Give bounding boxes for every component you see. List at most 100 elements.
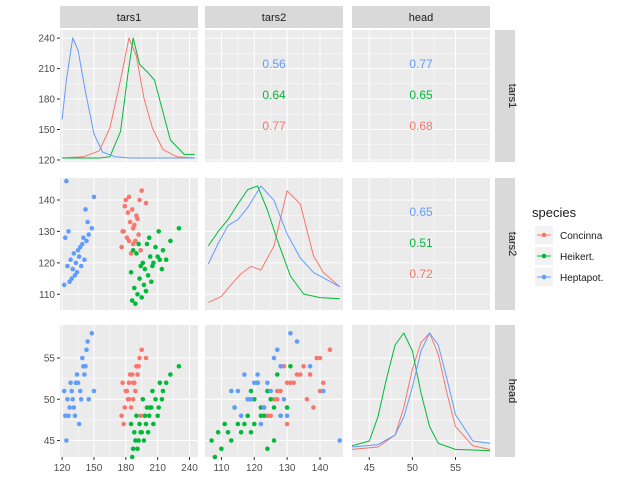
point-Heikert: [222, 421, 227, 427]
point-Heptapot: [70, 266, 75, 272]
point-Concinna: [143, 200, 149, 206]
point-Heikert: [156, 229, 161, 234]
point-Heikert: [142, 413, 148, 419]
point-Concinna: [128, 405, 134, 410]
point-Concinna: [126, 194, 132, 200]
point-Heptapot: [261, 405, 267, 410]
y-tick-label: 140: [38, 196, 55, 207]
point-Heikert: [215, 430, 221, 435]
y-tick-label: 240: [38, 34, 55, 45]
point-Heikert: [242, 421, 247, 427]
point-Heikert: [135, 292, 140, 297]
point-Concinna: [129, 207, 135, 212]
point-Heptapot: [235, 388, 241, 394]
point-Heptapot: [85, 339, 90, 344]
point-Heikert: [140, 397, 146, 402]
point-Heikert: [133, 438, 138, 443]
point-Heikert: [268, 397, 274, 402]
point-Heikert: [238, 430, 244, 435]
row-strip-label-head: head: [506, 379, 518, 403]
point-Concinna: [268, 413, 274, 419]
point-Concinna: [127, 219, 133, 225]
point-Heptapot: [288, 331, 293, 336]
point-Heptapot: [68, 380, 73, 386]
point-Heikert: [252, 397, 257, 402]
point-Heptapot: [89, 331, 95, 336]
point-Heptapot: [281, 397, 287, 402]
x-tick-label: 120: [246, 463, 263, 474]
y-tick-label: 50: [44, 395, 56, 406]
point-Concinna: [265, 413, 270, 419]
legend-key-point: [541, 274, 547, 280]
point-Heikert: [153, 244, 158, 250]
x-tick-label: 140: [312, 463, 329, 474]
point-Heptapot: [61, 388, 67, 394]
point-Heptapot: [78, 263, 84, 269]
point-Heikert: [129, 454, 135, 460]
panel-tars1-tars2: 0.56 0.64 0.77: [205, 30, 343, 162]
point-Concinna: [133, 388, 138, 394]
point-Heikert: [284, 405, 290, 410]
point-Heptapot: [275, 347, 280, 353]
point-Heptapot: [66, 229, 71, 234]
correlation-Concinna: 0.68: [409, 119, 433, 133]
point-Heptapot: [82, 257, 87, 263]
point-Heptapot: [77, 388, 83, 394]
y-tick-label: 120: [38, 155, 55, 166]
point-Heptapot: [65, 263, 70, 269]
point-Concinna: [284, 380, 290, 386]
point-Heikert: [261, 413, 267, 419]
density-line-head-Heptapot: [351, 332, 491, 448]
point-Concinna: [278, 388, 283, 394]
density-line-head-Heikert: [351, 332, 491, 452]
point-Heikert: [288, 364, 293, 369]
point-Concinna: [314, 355, 320, 361]
panel-head-head: [351, 325, 491, 457]
point-Concinna: [139, 188, 144, 193]
y-tick-label: 150: [38, 125, 55, 136]
point-Heikert: [258, 413, 264, 419]
x-tick-label: 45: [364, 463, 376, 474]
point-Heptapot: [70, 397, 75, 402]
point-Concinna: [136, 232, 141, 237]
point-Concinna: [122, 405, 128, 410]
point-Heptapot: [89, 226, 95, 231]
point-Heikert: [139, 295, 144, 300]
x-tick-label: 210: [149, 463, 166, 474]
point-Heikert: [130, 446, 136, 452]
point-Heikert: [136, 241, 141, 247]
point-Concinna: [288, 380, 293, 386]
x-tick-label: 55: [450, 463, 462, 474]
panel-tars2-tars1: [60, 178, 198, 310]
point-Concinna: [123, 388, 129, 394]
point-Heptapot: [258, 421, 264, 427]
correlation-Heptapot: 0.56: [262, 57, 286, 71]
density-line-tars1-Heikert: [62, 37, 195, 159]
legend-key-point: [541, 232, 547, 238]
point-Heikert: [150, 388, 155, 394]
point-Heikert: [147, 254, 153, 259]
point-Heptapot: [67, 279, 72, 285]
point-Heikert: [130, 248, 136, 253]
legend-title: species: [532, 205, 577, 220]
point-Concinna: [135, 372, 140, 377]
point-Heptapot: [80, 241, 85, 247]
point-Concinna: [126, 380, 132, 386]
point-Heikert: [133, 301, 138, 307]
y-tick-label: 120: [38, 258, 55, 269]
point-Heikert: [132, 430, 137, 435]
point-Heptapot: [84, 347, 89, 353]
point-Heikert: [137, 421, 142, 427]
point-Heptapot: [271, 355, 277, 361]
y-tick-label: 45: [44, 436, 56, 447]
point-Heikert: [143, 421, 149, 427]
density-line-tars2-Heikert: [207, 185, 340, 300]
point-Concinna: [136, 364, 141, 369]
point-Heptapot: [72, 273, 78, 278]
point-Heptapot: [284, 413, 290, 419]
point-Heikert: [142, 266, 148, 272]
point-Concinna: [138, 248, 143, 253]
point-Heikert: [229, 438, 234, 443]
point-Heptapot: [66, 413, 71, 419]
point-Heikert: [168, 238, 173, 244]
